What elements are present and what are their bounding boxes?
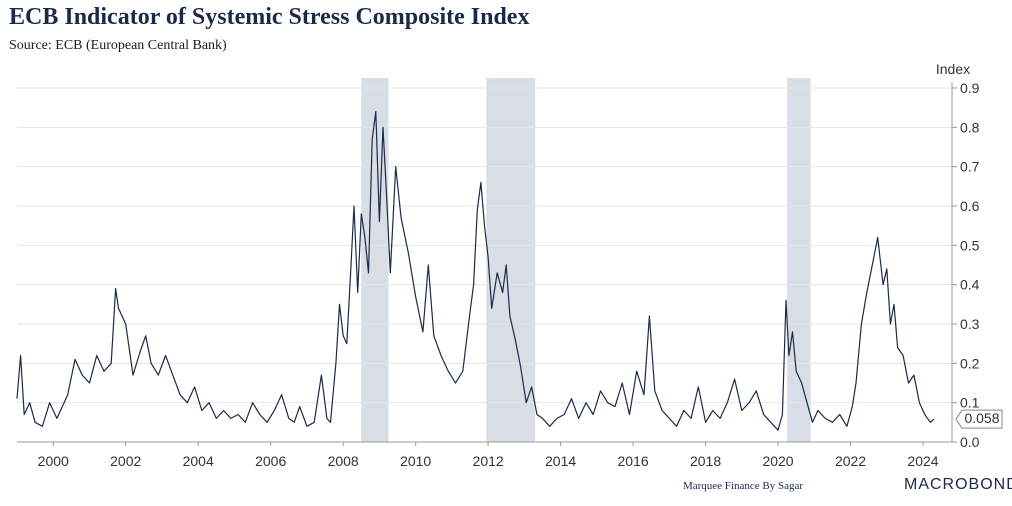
x-tick-label: 2002 (110, 453, 141, 469)
x-tick-label: 2012 (473, 453, 504, 469)
y-axis-label: Index (936, 61, 970, 77)
y-tick-label: 0.5 (960, 237, 980, 253)
y-tick-label: 0.8 (960, 119, 980, 135)
series-line-1 (16, 111, 935, 431)
brand-logo: MACROBOND (904, 476, 1012, 493)
recession-band-3 (787, 78, 811, 442)
y-tick-label: 0.7 (960, 159, 980, 175)
x-tick-label: 2018 (690, 453, 721, 469)
y-tick-label: 0.3 (960, 316, 980, 332)
y-ticks: 0.0 0.1 0.2 0.3 0.4 0.5 0.6 0.7 0.8 0.9 (951, 80, 980, 450)
credit-text: Marquee Finance By Sagar (682, 480, 803, 492)
last-value-label: 0.058 (964, 410, 999, 426)
x-tick-label: 2010 (400, 453, 431, 469)
y-tick-label: 0.2 (960, 355, 980, 371)
gridlines (17, 87, 952, 443)
x-tick-label: 2004 (183, 453, 214, 469)
y-tick-label: 0.9 (960, 80, 980, 96)
x-tick-label: 2006 (255, 453, 286, 469)
chart-title: ECB Indicator of Systemic Stress Composi… (9, 4, 530, 30)
x-tick-label: 2014 (545, 453, 576, 469)
y-tick-label: 0.4 (960, 277, 980, 293)
x-tick-label: 2016 (618, 453, 649, 469)
x-tick-label: 2008 (328, 453, 359, 469)
axes: Index (936, 61, 970, 77)
recession-band-2 (486, 78, 536, 442)
last-value-callout: 0.058 (955, 409, 1003, 429)
chart-subtitle: Source: ECB (European Central Bank) (9, 38, 227, 53)
recession-band-1 (361, 78, 389, 442)
series-lines (16, 111, 935, 431)
x-tick-label: 2020 (762, 453, 793, 469)
y-tick-label: 0.0 (960, 434, 980, 450)
x-ticks: 2000 2002 2004 2006 2008 2010 2012 2014 2016 2018… (38, 442, 939, 469)
last-value-callout-box (955, 409, 1003, 429)
x-tick-label: 2024 (907, 453, 938, 469)
recession-shading (361, 78, 811, 442)
x-tick-label: 2022 (835, 453, 866, 469)
x-tick-label: 2000 (38, 453, 69, 469)
y-tick-label: 0.6 (960, 198, 980, 214)
y-tick-label: 0.1 (960, 395, 980, 411)
